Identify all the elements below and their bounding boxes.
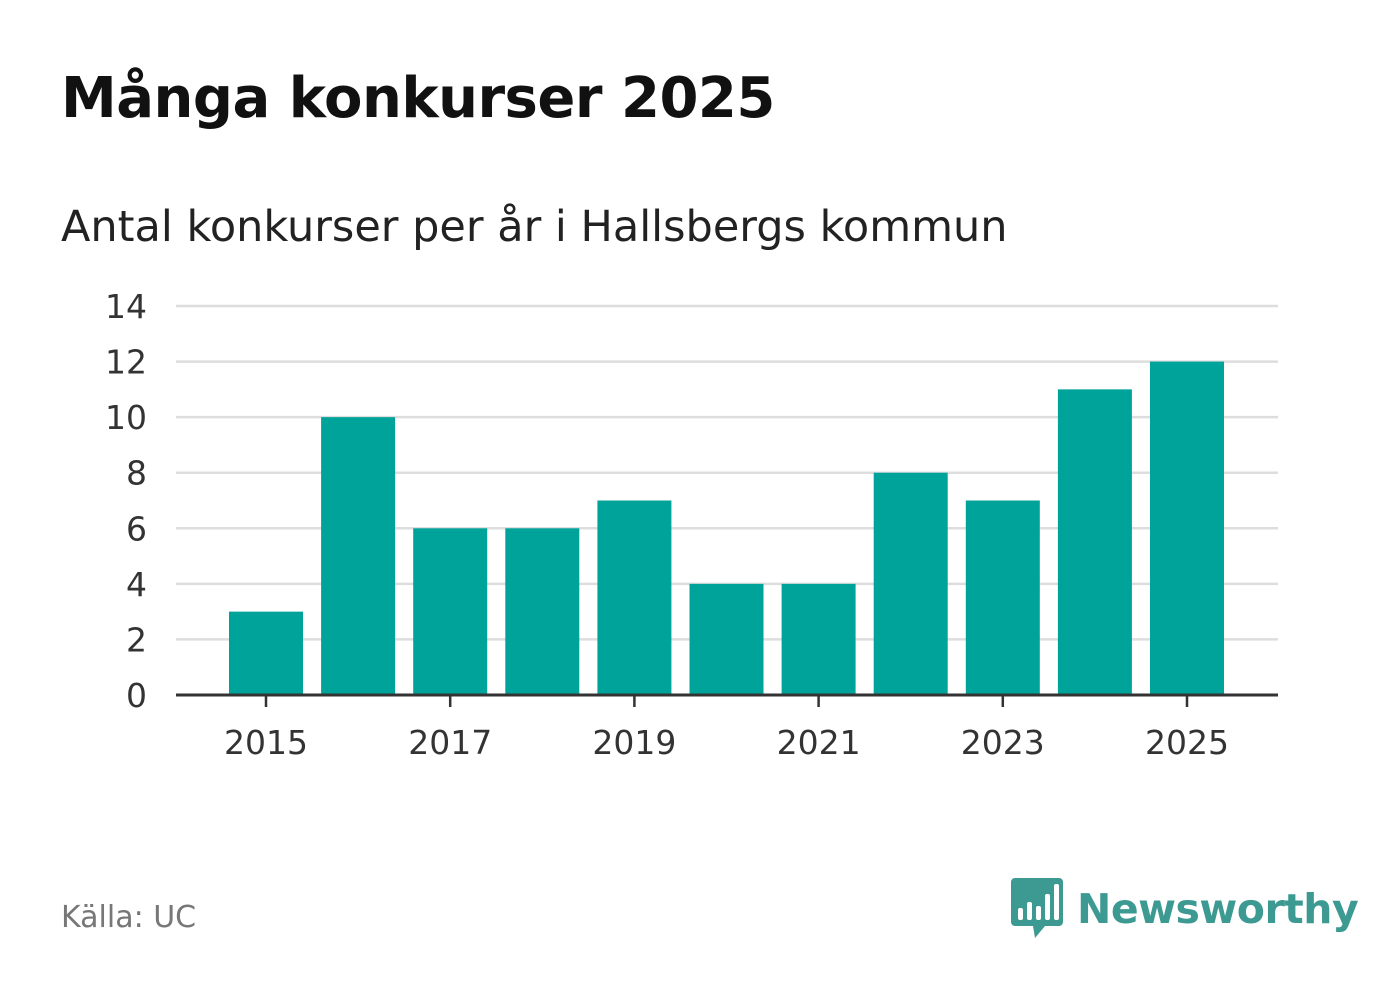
bar-2024 — [1057, 389, 1132, 695]
y-tick-label: 4 — [126, 565, 147, 604]
bar-chart: 0 2 4 6 8 10 12 14 2015 2017 2019 2021 2023 2025 — [105, 287, 1278, 762]
bar-2023 — [965, 500, 1040, 695]
y-tick-label: 2 — [126, 620, 147, 659]
bar-2017 — [413, 528, 488, 695]
brand-logo: Newsworthy — [1011, 878, 1359, 940]
y-tick-label: 6 — [126, 509, 147, 548]
bar-2022 — [873, 472, 948, 695]
x-tick-label: 2021 — [777, 723, 861, 762]
x-tick-label: 2017 — [408, 723, 492, 762]
x-tick-label: 2025 — [1145, 723, 1229, 762]
y-axis-ticks: 0 2 4 6 8 10 12 14 — [105, 287, 147, 715]
bar-chart-speech-bubble-icon — [1011, 878, 1063, 938]
bar-2021 — [781, 583, 856, 695]
bars — [229, 361, 1224, 695]
y-tick-label: 10 — [105, 398, 147, 437]
source-note: Källa: UC — [61, 900, 197, 935]
bar-2025 — [1150, 361, 1224, 695]
y-tick-label: 0 — [126, 676, 147, 715]
bar-2019 — [597, 500, 672, 695]
y-tick-label: 14 — [105, 287, 147, 326]
x-tick-label: 2015 — [224, 723, 308, 762]
bar-2018 — [505, 528, 580, 695]
brand-name: Newsworthy — [1077, 885, 1359, 933]
x-tick-label: 2023 — [961, 723, 1045, 762]
chart-subtitle: Antal konkurser per år i Hallsbergs komm… — [61, 202, 1008, 252]
x-axis: 2015 2017 2019 2021 2023 2025 — [176, 693, 1278, 762]
chart-title: Många konkurser 2025 — [61, 66, 775, 131]
y-tick-label: 12 — [105, 343, 147, 382]
y-tick-label: 8 — [126, 454, 147, 493]
bar-2015 — [229, 611, 303, 695]
x-tick-label: 2019 — [592, 723, 676, 762]
bar-2016 — [321, 417, 396, 695]
bar-2020 — [689, 583, 764, 695]
